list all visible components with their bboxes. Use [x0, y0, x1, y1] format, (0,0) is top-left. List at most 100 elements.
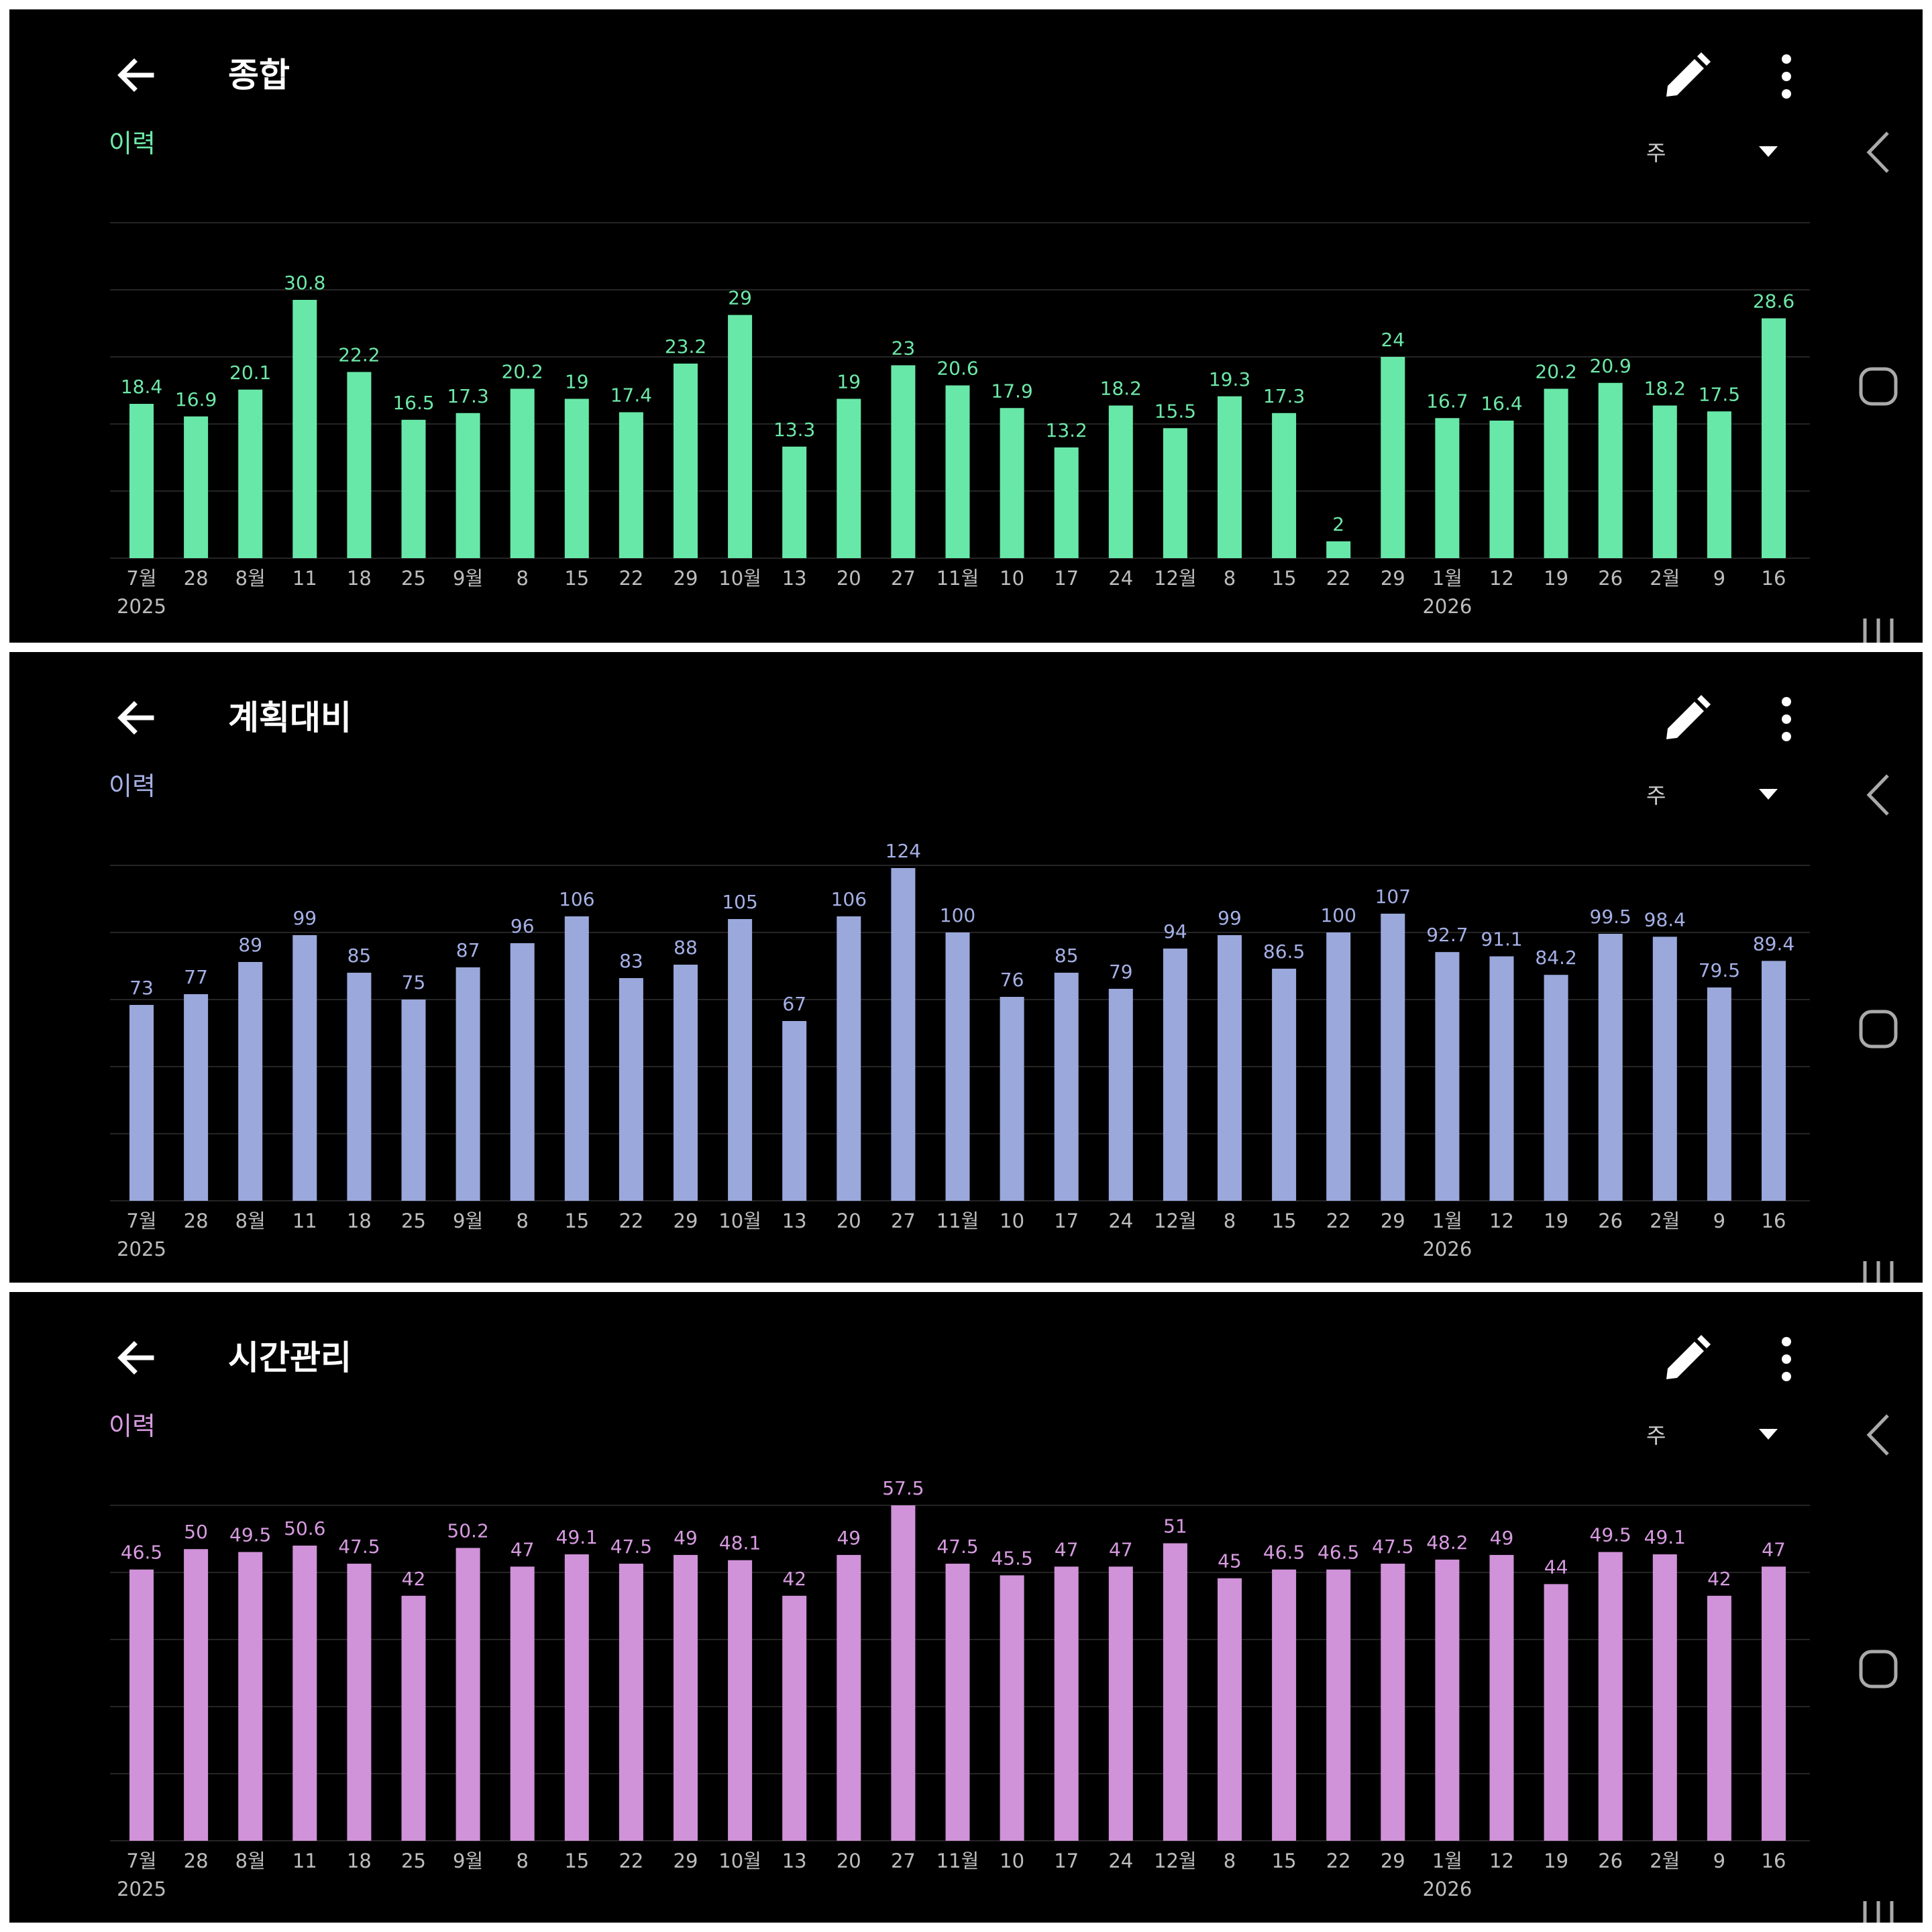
x-tick-label: 29 [1381, 1849, 1405, 1872]
year-label: 2025 [117, 1878, 166, 1900]
x-tick-label: 10 [1000, 1849, 1024, 1872]
home-square-icon[interactable] [1857, 1648, 1900, 1690]
more-options-button[interactable] [1763, 48, 1810, 105]
recent-apps-icon[interactable] [1858, 613, 1898, 643]
x-tick-label: 13 [782, 1210, 807, 1232]
data-label: 20.6 [936, 358, 978, 380]
data-label: 49 [1490, 1527, 1514, 1549]
data-label: 46.5 [121, 1542, 162, 1564]
period-value: 주 [1646, 783, 1666, 808]
data-label: 99 [292, 907, 317, 929]
data-label: 47.5 [610, 1536, 652, 1558]
data-label: 51 [1163, 1515, 1187, 1538]
edit-button[interactable] [1658, 691, 1715, 747]
arrow-left-icon [117, 1341, 154, 1375]
data-label: 98.4 [1644, 908, 1686, 930]
bar [619, 978, 643, 1201]
x-tick-label: 19 [1544, 1849, 1568, 1872]
bar [347, 973, 372, 1201]
x-tick-label: 2월 [1650, 1849, 1680, 1872]
bar [1544, 1584, 1568, 1841]
bar [782, 1021, 807, 1201]
x-tick-label: 1월 [1432, 567, 1462, 590]
bar [1762, 318, 1786, 558]
bar [1435, 952, 1460, 1201]
data-label: 47 [1109, 1538, 1133, 1560]
more-options-button[interactable] [1763, 691, 1810, 747]
bar [401, 419, 426, 558]
more-options-button[interactable] [1763, 1331, 1810, 1387]
x-tick-label: 15 [1272, 567, 1297, 590]
chevron-left-icon[interactable] [1862, 771, 1894, 818]
bar [184, 1549, 209, 1841]
x-tick-label: 27 [891, 1210, 916, 1232]
x-tick-label: 29 [1381, 1210, 1405, 1232]
data-label: 15.5 [1155, 400, 1196, 422]
x-tick-label: 22 [1326, 1210, 1351, 1232]
period-dropdown[interactable]: 주 [1646, 126, 1794, 184]
x-tick-label: 8 [1224, 1210, 1236, 1232]
data-label: 107 [1375, 885, 1411, 908]
bar [292, 300, 317, 558]
bar [564, 398, 589, 558]
edit-button[interactable] [1658, 1331, 1715, 1387]
data-label: 18.2 [1100, 378, 1142, 400]
data-label: 100 [1320, 904, 1356, 926]
data-label: 79.5 [1699, 959, 1740, 981]
arrow-left-icon [117, 58, 154, 92]
caret-down-icon [1759, 146, 1778, 157]
bar [1108, 405, 1133, 558]
period-dropdown[interactable]: 주 [1646, 1409, 1794, 1466]
x-tick-label: 1월 [1432, 1210, 1462, 1232]
bar [1326, 541, 1351, 558]
data-label: 22.2 [338, 344, 380, 366]
x-tick-label: 19 [1544, 567, 1568, 590]
caret-down-icon [1759, 1429, 1778, 1440]
x-tick-label: 19 [1544, 1210, 1568, 1232]
back-button[interactable] [110, 48, 164, 102]
data-label: 20.1 [229, 362, 271, 384]
x-tick-label: 1월 [1432, 1849, 1462, 1872]
data-label: 17.3 [447, 385, 488, 407]
back-button[interactable] [110, 691, 164, 745]
bar [564, 1554, 589, 1841]
period-dropdown[interactable]: 주 [1646, 769, 1794, 826]
x-tick-label: 28 [184, 567, 209, 590]
edit-button[interactable] [1658, 48, 1715, 105]
x-tick-label: 11 [292, 1849, 317, 1872]
bar [1054, 1566, 1079, 1841]
chevron-left-icon[interactable] [1862, 129, 1894, 176]
data-label: 89.4 [1753, 932, 1794, 955]
x-tick-label: 29 [674, 567, 698, 590]
caret-down-icon [1759, 789, 1778, 800]
history-label: 이력 [109, 1411, 156, 1441]
data-label: 49 [837, 1527, 861, 1549]
recent-apps-icon[interactable] [1858, 1256, 1898, 1283]
data-label: 19 [565, 371, 589, 393]
data-label: 23.2 [665, 335, 706, 358]
recent-apps-icon[interactable] [1858, 1896, 1898, 1923]
bar [619, 1563, 643, 1841]
chevron-left-icon[interactable] [1862, 1411, 1894, 1458]
x-tick-label: 18 [347, 1849, 372, 1872]
data-label: 17.3 [1263, 385, 1305, 407]
x-tick-label: 7월 [126, 1849, 156, 1872]
x-tick-label: 15 [564, 567, 589, 590]
x-tick-label: 25 [401, 1210, 426, 1232]
x-tick-label: 16 [1762, 1210, 1786, 1232]
home-square-icon[interactable] [1857, 365, 1900, 408]
data-label: 47.5 [338, 1536, 380, 1558]
x-tick-label: 16 [1762, 567, 1786, 590]
x-tick-label: 20 [837, 567, 861, 590]
data-label: 106 [559, 888, 594, 910]
data-label: 45 [1218, 1550, 1242, 1572]
bar [401, 1000, 426, 1201]
back-button[interactable] [110, 1331, 164, 1385]
history-label: 이력 [109, 771, 156, 801]
data-label: 124 [885, 840, 921, 862]
home-square-icon[interactable] [1857, 1008, 1900, 1051]
bar [129, 1569, 154, 1841]
bar [674, 965, 698, 1201]
more-vertical-icon [1782, 697, 1791, 741]
panel-plan-vs-actual: 계획대비 이력 주 73 7월 77 28 89 8월 99 11 85 18 75 25 87 9월 96… [9, 652, 1923, 1283]
